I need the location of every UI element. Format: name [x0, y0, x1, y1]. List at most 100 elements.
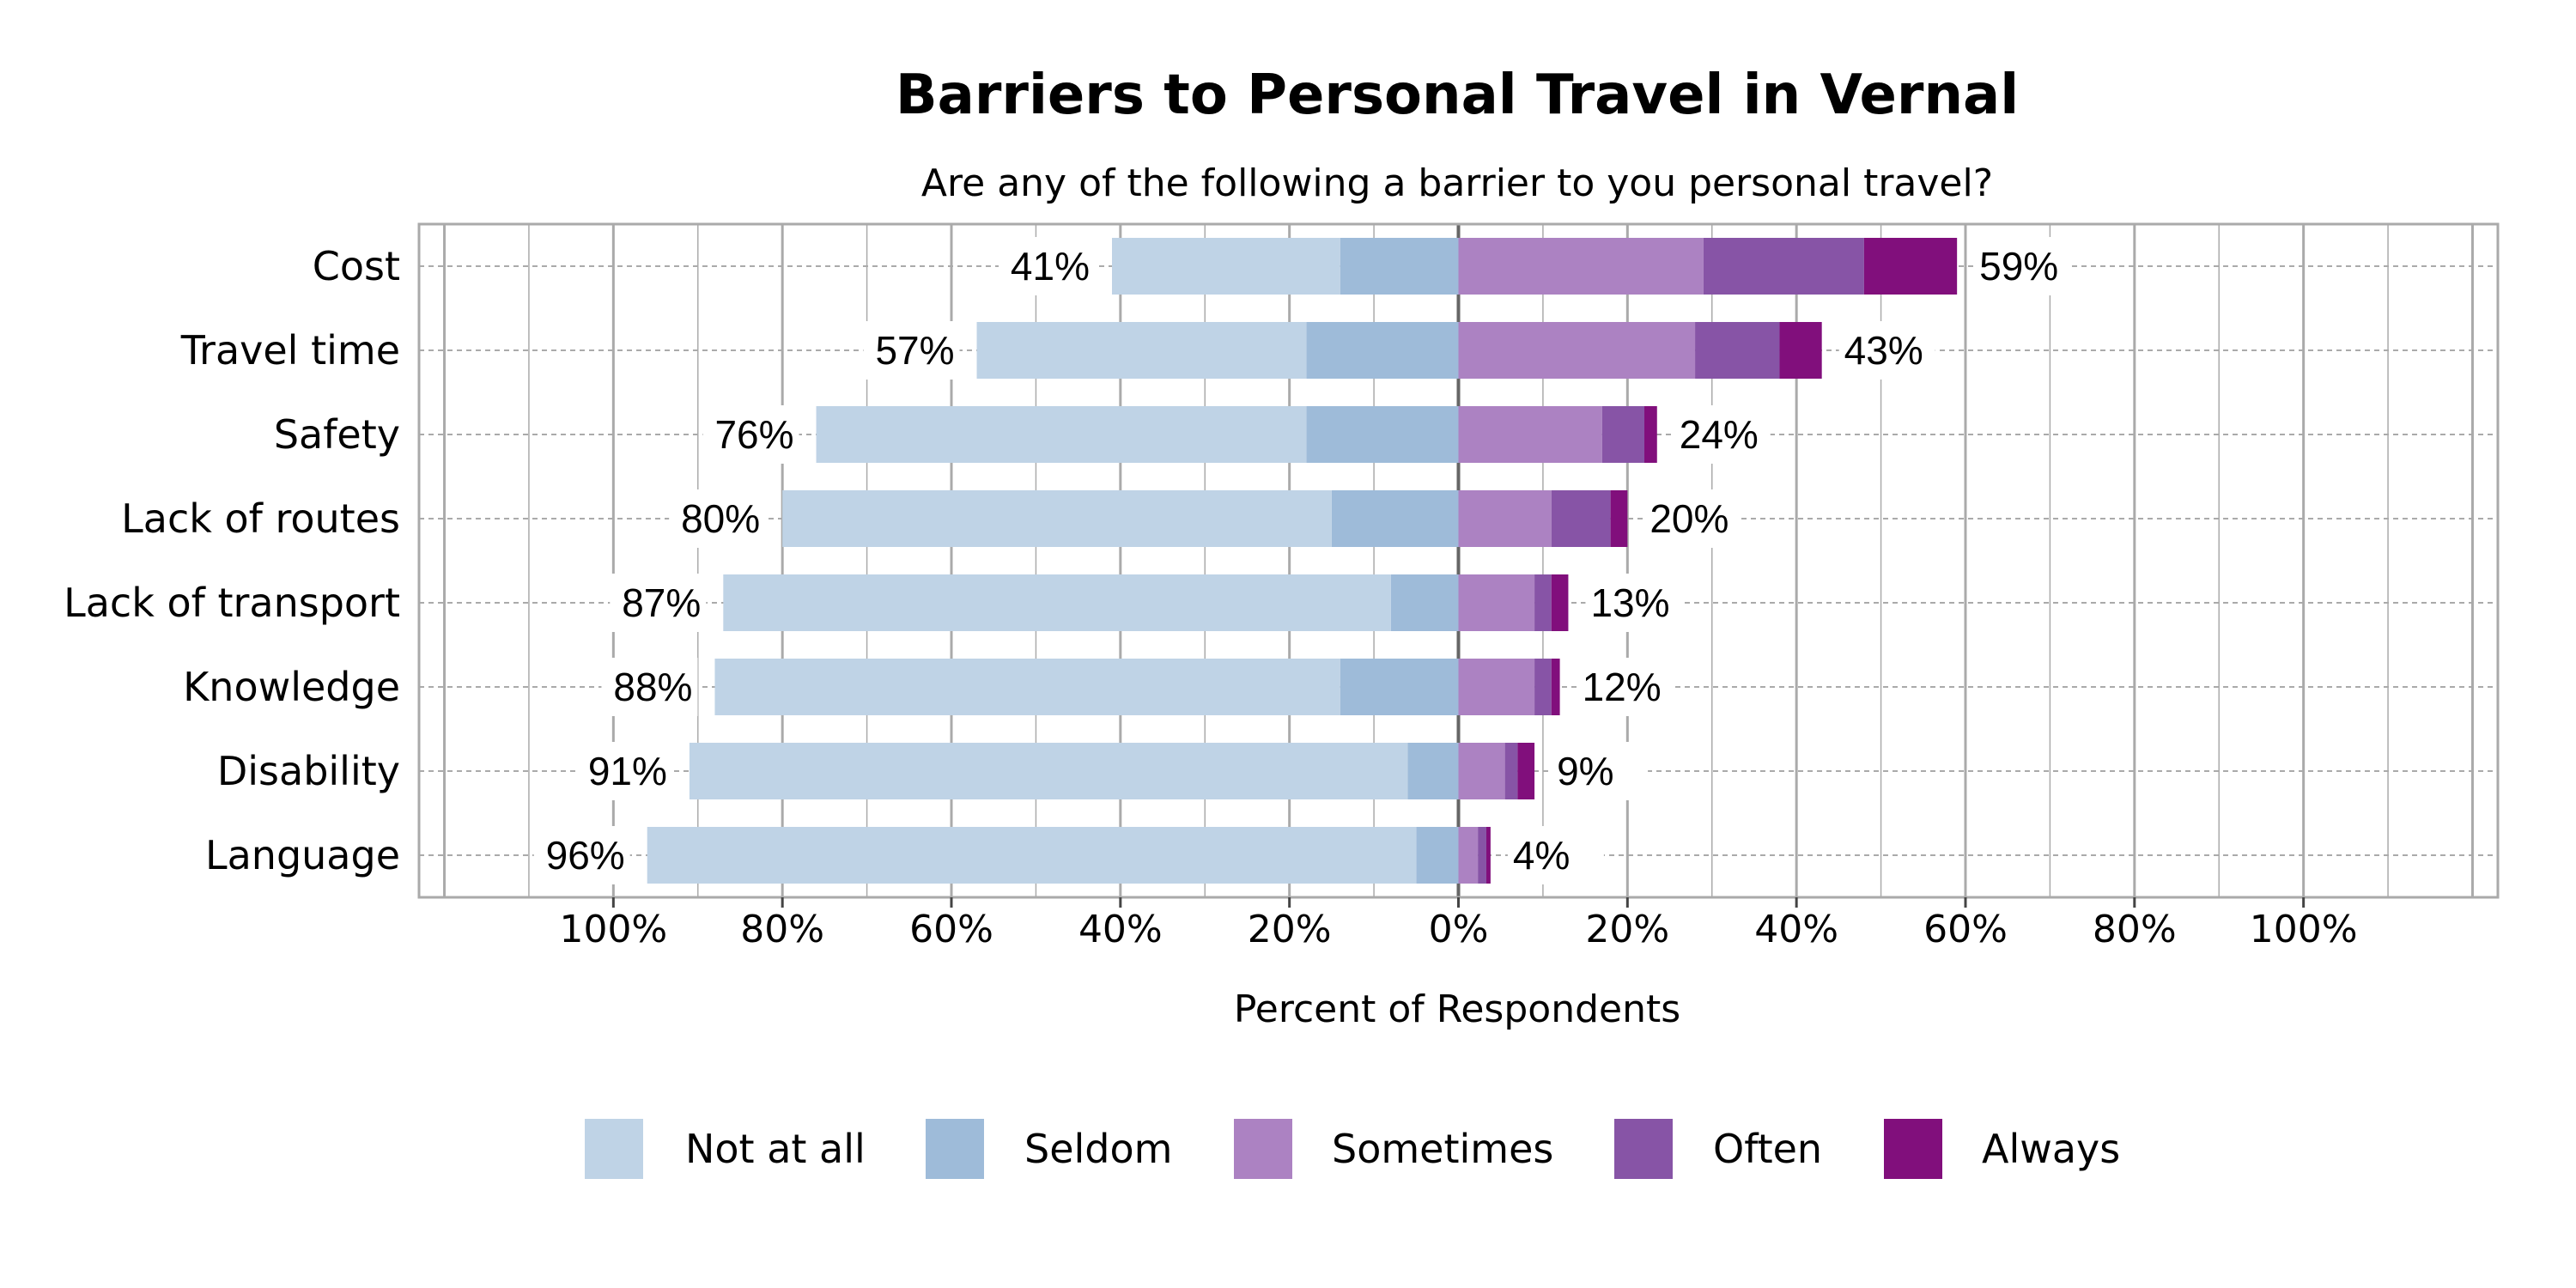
- bar-often: [1504, 743, 1518, 799]
- bar-always: [1779, 322, 1822, 379]
- label-background: [1674, 405, 1771, 464]
- bar-seldom: [1306, 322, 1459, 379]
- positive-total-label: 24%: [1680, 412, 1759, 457]
- legend-label: Always: [1982, 1126, 2120, 1172]
- bar-not-at-all: [816, 406, 1307, 463]
- bar-not-at-all: [976, 322, 1307, 379]
- bar-seldom: [1416, 827, 1459, 884]
- category-label: Cost: [313, 243, 400, 289]
- negative-total-label: 87%: [622, 580, 701, 625]
- bar-not-at-all: [1112, 238, 1340, 295]
- category-label: Language: [205, 832, 400, 878]
- legend-swatch: [926, 1119, 984, 1179]
- x-axis-label: Percent of Respondents: [1234, 987, 1680, 1031]
- x-tick-label: 40%: [1078, 908, 1163, 951]
- bar-not-at-all: [723, 574, 1391, 631]
- x-tick-label: 80%: [2093, 908, 2177, 951]
- legend-swatch: [1234, 1119, 1292, 1179]
- bar-not-at-all: [782, 490, 1332, 547]
- bar-seldom: [1306, 406, 1459, 463]
- positive-total-label: 4%: [1513, 833, 1570, 878]
- bar-sometimes: [1458, 574, 1535, 631]
- bar-often: [1601, 406, 1645, 463]
- bar-always: [1863, 238, 1958, 295]
- bar-always: [1551, 574, 1569, 631]
- label-background: [1838, 321, 1935, 380]
- x-tick-label: 100%: [2250, 908, 2358, 951]
- negative-total-label: 88%: [613, 665, 692, 709]
- label-background: [1552, 742, 1649, 800]
- x-tick-label: 60%: [1923, 908, 2008, 951]
- bar-often: [1703, 238, 1864, 295]
- bar-seldom: [1340, 659, 1459, 715]
- negative-total-label: 76%: [714, 412, 793, 457]
- label-background: [1585, 574, 1682, 632]
- positive-total-label: 9%: [1557, 749, 1613, 793]
- legend-label: Not at all: [685, 1126, 866, 1172]
- x-tick-label: 0%: [1429, 908, 1489, 951]
- bar-sometimes: [1458, 827, 1479, 884]
- legend-label: Sometimes: [1332, 1126, 1553, 1172]
- label-background: [1507, 826, 1604, 884]
- bar-often: [1534, 574, 1552, 631]
- negative-total-label: 57%: [875, 328, 954, 373]
- bar-seldom: [1340, 238, 1459, 295]
- x-tick-label: 60%: [909, 908, 993, 951]
- label-background: [863, 321, 960, 380]
- bars: [647, 238, 1958, 884]
- bar-always: [1644, 406, 1657, 463]
- category-label: Safety: [274, 411, 400, 458]
- negative-total-label: 80%: [681, 496, 760, 541]
- bar-sometimes: [1458, 490, 1552, 547]
- bar-sometimes: [1458, 743, 1505, 799]
- bar-always: [1551, 659, 1560, 715]
- bar-not-at-all: [647, 827, 1417, 884]
- legend-label: Seldom: [1024, 1126, 1172, 1172]
- label-background: [1644, 489, 1741, 548]
- bar-often: [1695, 322, 1780, 379]
- positive-total-label: 20%: [1649, 496, 1728, 541]
- bar-sometimes: [1458, 238, 1704, 295]
- category-label: Travel time: [180, 327, 400, 374]
- negative-total-label: 41%: [1011, 244, 1090, 289]
- bar-sometimes: [1458, 322, 1696, 379]
- negative-total-label: 91%: [588, 749, 667, 793]
- label-background: [669, 489, 766, 548]
- bar-sometimes: [1458, 659, 1535, 715]
- label-background: [610, 574, 707, 632]
- category-label: Lack of transport: [64, 580, 400, 626]
- bar-often: [1534, 659, 1552, 715]
- label-background: [1577, 658, 1674, 716]
- label-background: [702, 405, 799, 464]
- legend-label: Often: [1713, 1126, 1822, 1172]
- x-tick-label: 80%: [740, 908, 824, 951]
- bar-not-at-all: [714, 659, 1340, 715]
- bar-always: [1610, 490, 1628, 547]
- legend: Not at all Seldom Sometimes Often Always: [585, 1119, 2120, 1179]
- bar-seldom: [1390, 574, 1459, 631]
- negative-total-label: 96%: [546, 833, 625, 878]
- x-tick-label: 40%: [1754, 908, 1838, 951]
- bar-seldom: [1407, 743, 1459, 799]
- bar-often: [1478, 827, 1486, 884]
- category-label: Knowledge: [183, 664, 400, 710]
- bar-seldom: [1331, 490, 1459, 547]
- bar-always: [1485, 827, 1491, 884]
- chart-title: Barriers to Personal Travel in Vernal: [896, 64, 2019, 127]
- x-tick-label: 100%: [559, 908, 667, 951]
- label-background: [601, 658, 698, 716]
- positive-total-label: 43%: [1844, 328, 1923, 373]
- positive-total-label: 12%: [1583, 665, 1662, 709]
- x-axis-ticks: 100% 80% 60% 40% 20% 0% 20% 40% 60% 80% 100%: [559, 897, 2358, 951]
- legend-swatch: [1614, 1119, 1673, 1179]
- x-tick-label: 20%: [1585, 908, 1669, 951]
- bar-not-at-all: [689, 743, 1408, 799]
- chart-subtitle: Are any of the following a barrier to yo…: [921, 161, 1993, 205]
- label-background: [999, 237, 1095, 295]
- legend-swatch: [1884, 1119, 1942, 1179]
- label-background: [1974, 237, 2071, 295]
- value-labels: 41% 59% 57% 43% 76% 24% 80% 20% 87% 13% 88% 12% 91% 9…: [533, 237, 2071, 884]
- bar-sometimes: [1458, 406, 1602, 463]
- bar-always: [1517, 743, 1535, 799]
